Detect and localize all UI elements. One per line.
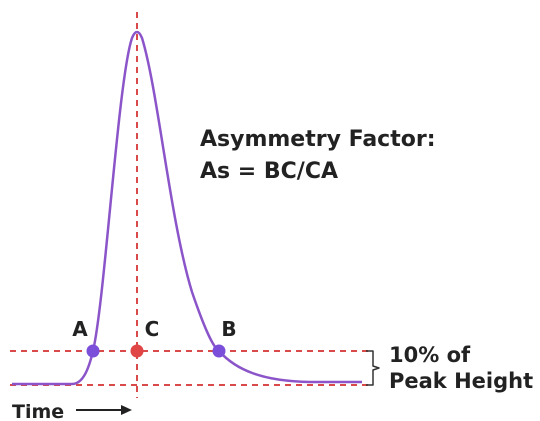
time-axis-label: Time — [12, 401, 64, 421]
point-b-marker — [212, 344, 226, 358]
threshold-label-line1: 10% of — [389, 343, 471, 367]
point-c-label: C — [145, 317, 160, 341]
point-c-marker — [130, 344, 144, 358]
threshold-label-line2: Peak Height — [389, 369, 533, 393]
formula-equation: As = BC/CA — [200, 159, 338, 184]
threshold-bracket — [366, 350, 380, 386]
time-arrow-head-icon — [121, 405, 132, 415]
point-b-label: B — [221, 317, 236, 341]
point-a-marker — [86, 344, 100, 358]
peak-curve — [12, 30, 362, 386]
formula-title: Asymmetry Factor: — [200, 127, 436, 152]
point-a-label: A — [72, 317, 88, 341]
